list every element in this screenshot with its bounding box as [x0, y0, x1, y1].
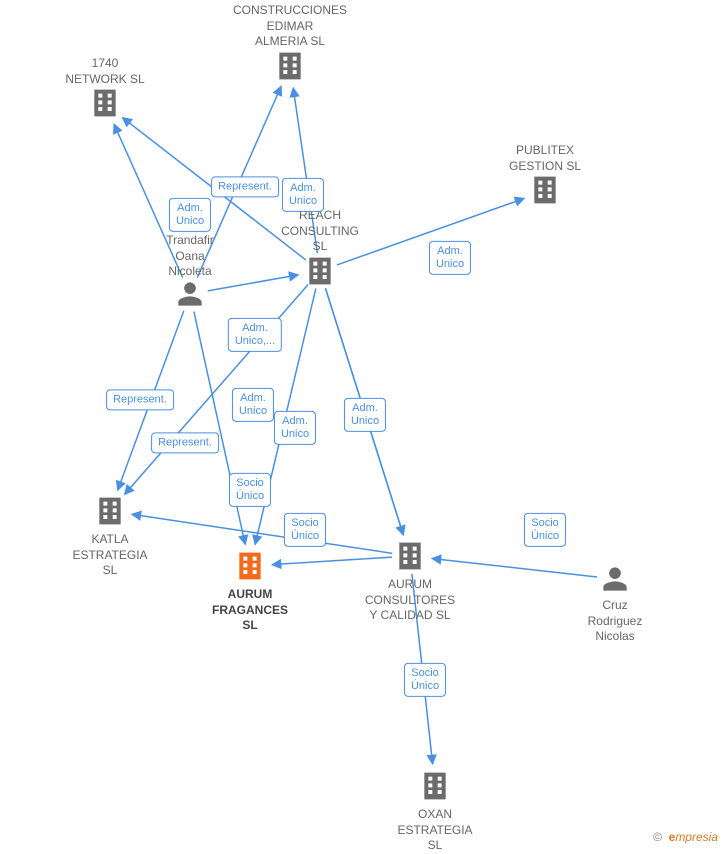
edge-label: Represent. [211, 176, 279, 197]
edge-label: Adm.Unico [274, 411, 316, 445]
node-edimar[interactable]: CONSTRUCCIONES EDIMAR ALMERIA SL [230, 3, 350, 87]
edge-label: Adm.Unico [232, 388, 274, 422]
node-reach[interactable]: REACH CONSULTING SL [260, 208, 380, 292]
node-label: AURUM CONSULTORES Y CALIDAD SL [350, 577, 470, 624]
edge-label: SocioÚnico [284, 513, 326, 547]
copyright-symbol: © [653, 830, 662, 844]
edge-label: SocioÚnico [229, 473, 271, 507]
edge-label: SocioÚnico [524, 513, 566, 547]
edge-label: Adm.Unico [169, 198, 211, 232]
node-label: CONSTRUCCIONES EDIMAR ALMERIA SL [230, 3, 350, 50]
node-katla[interactable]: KATLA ESTRATEGIA SL [50, 495, 170, 579]
edge-label: Adm.Unico [344, 398, 386, 432]
edge-label: Adm.Unico [282, 178, 324, 212]
brand-initial: e [665, 830, 675, 844]
brand-name: mpresia [675, 830, 718, 844]
node-network1740[interactable]: 1740 NETWORK SL [45, 56, 165, 124]
node-cruz[interactable]: Cruz Rodriguez Nicolas [555, 565, 675, 645]
node-aurumcons[interactable]: AURUM CONSULTORES Y CALIDAD SL [350, 540, 470, 624]
node-publitex[interactable]: PUBLITEX GESTION SL [485, 143, 605, 211]
edge-label: Represent. [151, 432, 219, 453]
edge-label: Represent. [106, 389, 174, 410]
copyright: © empresia [653, 830, 718, 844]
node-label: KATLA ESTRATEGIA SL [50, 532, 170, 579]
node-label: Cruz Rodriguez Nicolas [555, 598, 675, 645]
node-aurumfrag[interactable]: AURUM FRAGANCES SL [190, 550, 310, 634]
node-label: OXAN ESTRATEGIA SL [375, 807, 495, 854]
node-label: Trandafir Oana Nicoleta [130, 233, 250, 280]
node-label: AURUM FRAGANCES SL [190, 587, 310, 634]
edge-label: SocioÚnico [404, 663, 446, 697]
node-label: REACH CONSULTING SL [260, 208, 380, 255]
node-label: 1740 NETWORK SL [45, 56, 165, 87]
node-trandafir[interactable]: Trandafir Oana Nicoleta [130, 233, 250, 313]
node-oxan[interactable]: OXAN ESTRATEGIA SL [375, 770, 495, 854]
edge-label: Adm.Unico [429, 241, 471, 275]
edge-label: Adm.Unico,... [228, 318, 282, 352]
node-label: PUBLITEX GESTION SL [485, 143, 605, 174]
